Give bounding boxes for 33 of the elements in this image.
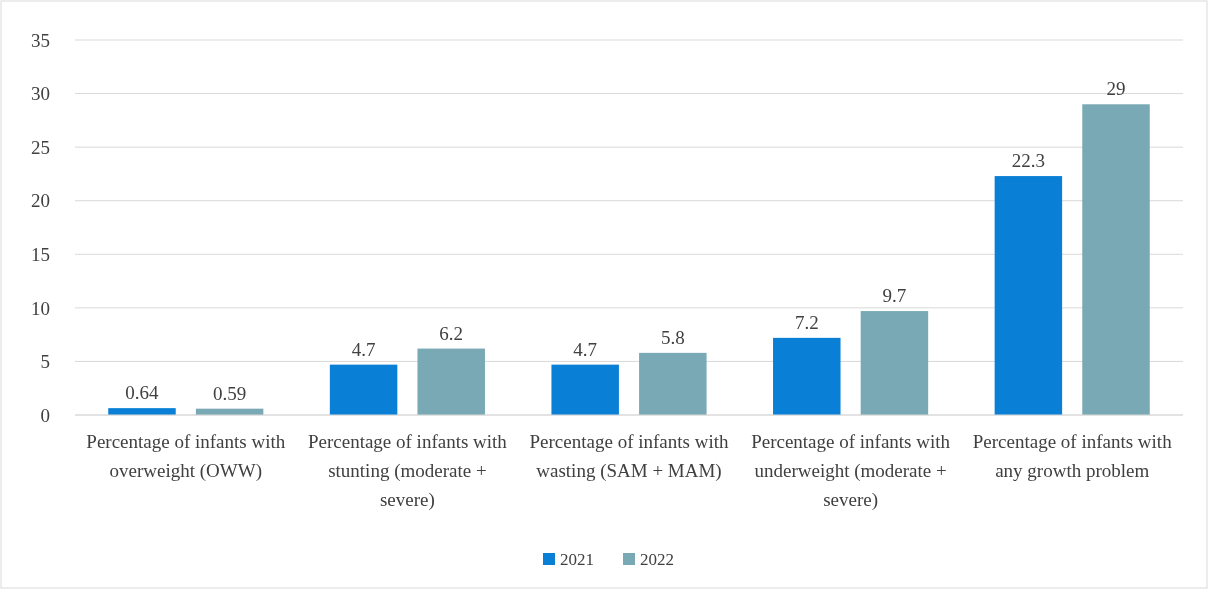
y-tick-label: 5 [40,351,50,373]
y-tick-label: 10 [31,297,50,319]
x-tick-label: Percentage of infants with any growth problem [972,431,1173,481]
bar [639,352,707,415]
x-tick-label: Percentage of infants with stunting (moderate + severe) [307,431,508,511]
bar [860,311,929,415]
data-label: 4.7 [351,338,376,360]
data-label: 22.3 [1011,150,1046,172]
data-label: 6.2 [439,322,464,344]
data-label: 9.7 [882,285,907,307]
data-label: 0.64 [125,382,160,404]
bar [1082,104,1150,415]
legend-label: 2021 [560,549,594,569]
x-tick-label: Percentage of infants with overweight (OWW) [86,431,286,482]
legend-label: 2022 [640,549,674,569]
y-tick-label: 35 [31,29,50,51]
data-label: 7.2 [794,311,819,333]
bar [773,337,841,415]
data-label: 5.8 [660,326,685,348]
bar [994,176,1063,415]
y-tick-label: 0 [40,404,50,426]
y-tick-label: 25 [31,136,50,158]
x-tick-label: Percentage of infants with underweight (moderate + severe) [751,431,951,511]
y-tick-label: 20 [31,190,50,212]
data-label: 4.7 [573,338,598,360]
y-tick-label: 30 [31,83,50,105]
bar [551,364,619,415]
data-label: 0.59 [212,382,247,404]
x-tick-label: Percentage of infants with wasting (SAM + MAM) [529,431,729,482]
y-tick-label: 15 [31,243,50,265]
bar [329,364,398,415]
data-label: 29 [1106,78,1126,100]
bar [417,348,485,415]
